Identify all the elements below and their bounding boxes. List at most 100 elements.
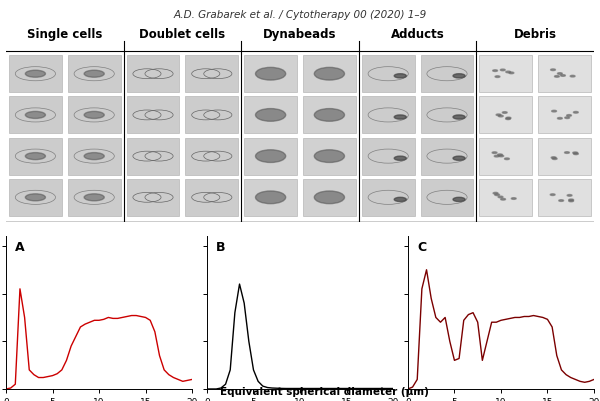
Text: Equivalent spherical diameter (μm): Equivalent spherical diameter (μm) xyxy=(220,387,428,397)
Bar xyxy=(127,55,179,92)
Circle shape xyxy=(394,115,406,119)
Bar xyxy=(9,138,62,175)
Bar xyxy=(362,179,415,216)
Ellipse shape xyxy=(314,150,344,162)
Ellipse shape xyxy=(256,150,286,162)
Bar xyxy=(185,179,238,216)
Bar xyxy=(538,138,591,175)
Text: C: C xyxy=(417,241,427,254)
Ellipse shape xyxy=(256,109,286,121)
Bar xyxy=(127,96,179,134)
Circle shape xyxy=(492,152,497,154)
Bar xyxy=(479,138,532,175)
Circle shape xyxy=(453,197,465,202)
Bar xyxy=(9,96,62,134)
Ellipse shape xyxy=(256,67,286,80)
Circle shape xyxy=(500,69,505,71)
Circle shape xyxy=(567,194,572,196)
Bar xyxy=(68,138,121,175)
Circle shape xyxy=(394,197,406,202)
Circle shape xyxy=(499,155,503,157)
Circle shape xyxy=(84,111,104,118)
Circle shape xyxy=(551,69,556,71)
Bar xyxy=(538,179,591,216)
Bar xyxy=(127,179,179,216)
Circle shape xyxy=(551,157,556,158)
Bar xyxy=(303,179,356,216)
Circle shape xyxy=(551,110,557,112)
Bar xyxy=(68,55,121,92)
Circle shape xyxy=(494,155,499,157)
Circle shape xyxy=(511,198,516,199)
Circle shape xyxy=(573,152,578,154)
Circle shape xyxy=(560,75,565,76)
Text: Debris: Debris xyxy=(514,28,557,41)
Bar xyxy=(244,55,297,92)
Circle shape xyxy=(506,71,511,73)
Circle shape xyxy=(25,70,46,77)
Bar xyxy=(479,96,532,134)
Circle shape xyxy=(453,115,465,119)
Text: Dynabeads: Dynabeads xyxy=(263,28,337,41)
Circle shape xyxy=(565,152,569,154)
Ellipse shape xyxy=(314,191,344,204)
Text: Adducts: Adducts xyxy=(391,28,445,41)
Circle shape xyxy=(498,196,503,198)
Bar xyxy=(68,179,121,216)
Bar xyxy=(362,55,415,92)
Circle shape xyxy=(557,73,562,74)
Bar xyxy=(185,138,238,175)
Circle shape xyxy=(570,75,575,77)
Circle shape xyxy=(499,115,503,117)
Circle shape xyxy=(565,117,569,119)
Circle shape xyxy=(557,117,562,119)
Circle shape xyxy=(495,76,500,77)
Circle shape xyxy=(496,114,501,115)
Circle shape xyxy=(506,118,511,119)
Circle shape xyxy=(493,70,497,71)
Bar xyxy=(303,55,356,92)
Text: A: A xyxy=(16,241,25,254)
Circle shape xyxy=(502,111,507,113)
Bar xyxy=(244,96,297,134)
Circle shape xyxy=(509,72,514,74)
Circle shape xyxy=(84,70,104,77)
Bar xyxy=(68,96,121,134)
Circle shape xyxy=(569,199,574,201)
Bar xyxy=(421,138,473,175)
Circle shape xyxy=(394,74,406,78)
Circle shape xyxy=(574,153,578,155)
Circle shape xyxy=(394,156,406,160)
Bar xyxy=(303,138,356,175)
Circle shape xyxy=(25,194,46,201)
Circle shape xyxy=(505,158,509,160)
Circle shape xyxy=(84,194,104,201)
Bar xyxy=(421,96,473,134)
Bar xyxy=(244,138,297,175)
Bar xyxy=(9,55,62,92)
Bar xyxy=(244,179,297,216)
Ellipse shape xyxy=(314,109,344,121)
Bar xyxy=(9,179,62,216)
Circle shape xyxy=(569,200,574,202)
Bar xyxy=(127,138,179,175)
Ellipse shape xyxy=(256,191,286,204)
Bar xyxy=(185,96,238,134)
Circle shape xyxy=(574,111,578,113)
Circle shape xyxy=(25,111,46,118)
Bar xyxy=(479,179,532,216)
Text: Single cells: Single cells xyxy=(27,28,103,41)
Circle shape xyxy=(495,194,500,196)
Bar xyxy=(479,55,532,92)
Circle shape xyxy=(493,192,498,194)
Circle shape xyxy=(559,200,563,201)
Bar xyxy=(421,179,473,216)
Circle shape xyxy=(497,154,502,156)
Text: Doublet cells: Doublet cells xyxy=(139,28,226,41)
Circle shape xyxy=(84,153,104,160)
Bar xyxy=(362,138,415,175)
Circle shape xyxy=(552,158,557,160)
Text: A.D. Grabarek et al. / Cytotherapy 00 (2020) 1–9: A.D. Grabarek et al. / Cytotherapy 00 (2… xyxy=(173,10,427,20)
Bar xyxy=(362,96,415,134)
Circle shape xyxy=(566,115,571,116)
